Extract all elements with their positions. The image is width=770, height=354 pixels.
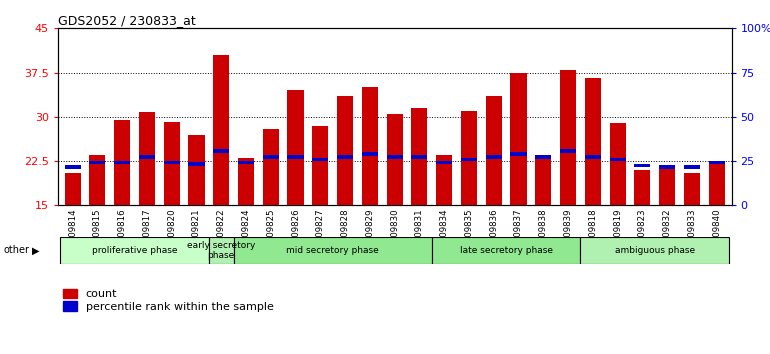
Bar [189, 162, 205, 166]
Bar [387, 114, 403, 205]
Text: proliferative phase: proliferative phase [92, 246, 177, 255]
Bar [89, 161, 105, 164]
Bar [511, 152, 527, 156]
Bar [708, 161, 725, 205]
Bar [287, 90, 303, 205]
Bar [313, 126, 328, 205]
Bar [362, 87, 378, 205]
Bar [213, 55, 229, 205]
Bar [659, 167, 675, 205]
Bar [486, 96, 502, 205]
Text: mid secretory phase: mid secretory phase [286, 246, 379, 255]
Bar [411, 155, 427, 159]
Bar [684, 173, 700, 205]
Bar [233, 237, 432, 264]
Bar [337, 96, 353, 205]
Bar [313, 158, 328, 161]
Bar [634, 164, 651, 167]
Bar [659, 165, 675, 169]
Bar [634, 170, 651, 205]
Bar [411, 108, 427, 205]
Bar [213, 149, 229, 153]
Legend: count, percentile rank within the sample: count, percentile rank within the sample [63, 289, 273, 312]
Bar [263, 129, 279, 205]
Bar [560, 149, 576, 153]
Text: other: other [4, 245, 30, 255]
Bar [362, 152, 378, 156]
Bar [584, 155, 601, 159]
Bar [189, 135, 205, 205]
Text: ambiguous phase: ambiguous phase [614, 246, 695, 255]
Bar [387, 155, 403, 159]
Bar [238, 161, 254, 164]
Bar [139, 112, 155, 205]
Bar [560, 70, 576, 205]
Bar [287, 155, 303, 159]
Bar [238, 158, 254, 205]
Bar [535, 155, 551, 205]
Bar [209, 237, 233, 264]
Bar [461, 111, 477, 205]
Bar [65, 165, 81, 169]
Text: GDS2052 / 230833_at: GDS2052 / 230833_at [58, 14, 196, 27]
Bar [461, 158, 477, 161]
Bar [708, 161, 725, 164]
Bar [610, 158, 625, 161]
Bar [432, 237, 581, 264]
Text: early secretory
phase: early secretory phase [187, 241, 256, 260]
Text: late secretory phase: late secretory phase [460, 246, 553, 255]
Bar [684, 165, 700, 169]
Bar [65, 173, 81, 205]
Bar [584, 79, 601, 205]
Bar [436, 155, 452, 205]
Bar [114, 120, 130, 205]
Bar [164, 161, 179, 164]
Bar [164, 121, 179, 205]
Bar [436, 161, 452, 164]
Bar [89, 155, 105, 205]
Bar [486, 155, 502, 159]
Text: ▶: ▶ [32, 245, 40, 255]
Bar [139, 155, 155, 159]
Bar [610, 123, 625, 205]
Bar [535, 155, 551, 159]
Bar [263, 155, 279, 159]
Bar [511, 73, 527, 205]
Bar [337, 155, 353, 159]
Bar [581, 237, 729, 264]
Bar [60, 237, 209, 264]
Bar [114, 161, 130, 164]
